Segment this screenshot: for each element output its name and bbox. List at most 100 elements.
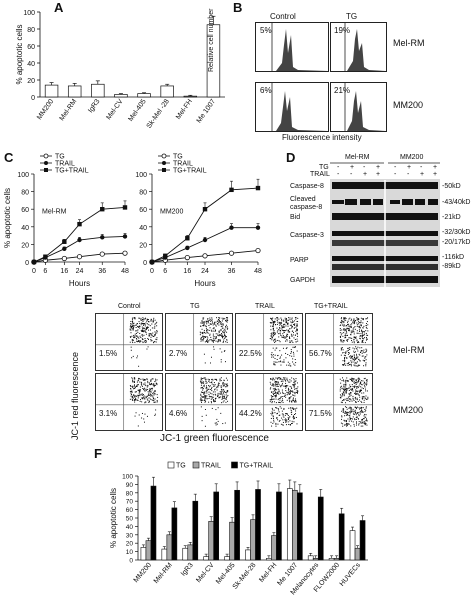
event-dot xyxy=(151,387,153,389)
event-dot xyxy=(353,423,355,425)
event-dot xyxy=(293,353,295,355)
x-tick-label: 36 xyxy=(228,268,236,275)
event-dot xyxy=(209,385,211,387)
event-dot xyxy=(201,328,203,330)
event-dot xyxy=(342,411,344,413)
event-dot xyxy=(277,382,279,384)
event-dot xyxy=(216,320,218,322)
event-dot xyxy=(211,340,213,342)
event-dot xyxy=(274,392,276,394)
event-dot xyxy=(207,322,209,324)
event-dot xyxy=(365,356,367,358)
legend-label: TG+TRAIL xyxy=(55,168,89,175)
event-dot xyxy=(206,336,208,338)
event-dot xyxy=(348,352,350,354)
bar xyxy=(171,507,178,561)
event-dot xyxy=(206,392,208,394)
event-dot xyxy=(130,320,132,322)
event-dot xyxy=(225,394,227,396)
event-dot xyxy=(294,393,296,395)
event-dot xyxy=(358,341,360,343)
event-dot xyxy=(348,323,350,325)
event-dot xyxy=(226,384,228,386)
event-dot xyxy=(287,331,289,333)
event-dot xyxy=(274,333,276,335)
event-dot xyxy=(362,330,364,332)
event-dot xyxy=(205,327,207,329)
y-tick-label: 50 xyxy=(126,516,134,523)
event-dot xyxy=(133,400,135,402)
event-dot xyxy=(273,419,275,421)
event-dot xyxy=(220,391,222,393)
event-dot xyxy=(349,325,351,327)
event-dot xyxy=(353,331,355,333)
event-dot xyxy=(345,410,347,412)
event-dot xyxy=(224,328,226,330)
event-dot xyxy=(353,380,355,382)
event-dot xyxy=(131,340,133,342)
event-dot xyxy=(291,320,293,322)
event-dot xyxy=(206,330,208,332)
event-dot xyxy=(214,329,216,331)
event-dot xyxy=(279,328,281,330)
bar xyxy=(203,556,209,561)
event-dot xyxy=(270,322,272,324)
event-dot xyxy=(210,336,212,338)
event-dot xyxy=(272,383,274,385)
event-dot xyxy=(130,326,132,328)
event-dot xyxy=(292,361,294,363)
event-dot xyxy=(296,350,298,352)
event-dot xyxy=(134,415,136,417)
event-dot xyxy=(286,335,288,337)
event-dot xyxy=(365,348,367,350)
event-dot xyxy=(222,337,224,339)
event-dot xyxy=(360,425,362,427)
event-dot xyxy=(272,325,274,327)
event-dot xyxy=(281,335,283,337)
event-dot xyxy=(295,400,297,402)
event-dot xyxy=(359,383,361,385)
event-dot xyxy=(360,389,362,391)
event-dot xyxy=(359,383,361,385)
event-dot xyxy=(279,341,281,343)
event-dot xyxy=(226,379,228,381)
event-dot xyxy=(291,335,293,337)
event-dot xyxy=(130,323,132,325)
event-dot xyxy=(215,422,217,424)
event-dot xyxy=(221,333,223,335)
event-dot xyxy=(212,391,214,393)
event-dot xyxy=(150,394,152,396)
event-dot xyxy=(341,400,343,402)
event-dot xyxy=(353,350,355,352)
event-dot xyxy=(352,408,354,410)
plot-cell-line-label: Mel-RM xyxy=(42,209,67,216)
event-dot xyxy=(277,377,279,379)
event-dot xyxy=(225,324,227,326)
panel-b-xlabel: Fluorescence intensity xyxy=(282,133,362,142)
event-dot xyxy=(297,317,299,319)
event-dot xyxy=(346,339,348,341)
event-dot xyxy=(132,388,134,390)
event-dot xyxy=(144,323,146,325)
event-dot xyxy=(360,386,362,388)
event-dot xyxy=(364,423,366,425)
point-trail xyxy=(122,234,128,239)
event-dot xyxy=(222,336,224,338)
event-dot xyxy=(289,399,291,401)
event-dot xyxy=(353,352,355,354)
event-dot xyxy=(142,328,144,330)
event-dot xyxy=(277,419,279,421)
event-dot xyxy=(152,319,154,321)
event-dot xyxy=(207,378,209,380)
point-tg xyxy=(255,247,261,254)
event-dot xyxy=(202,335,204,337)
event-dot xyxy=(136,357,138,359)
event-dot xyxy=(205,382,207,384)
event-dot xyxy=(293,323,295,325)
blot-tg-label: TG xyxy=(319,164,329,171)
event-dot xyxy=(358,323,360,325)
event-dot xyxy=(224,335,226,337)
event-dot xyxy=(343,324,345,326)
event-dot xyxy=(215,394,217,396)
event-dot xyxy=(362,388,364,390)
